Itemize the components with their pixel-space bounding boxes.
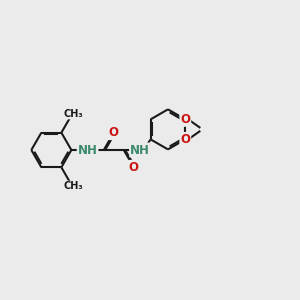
Text: NH: NH [78, 143, 98, 157]
Text: O: O [109, 126, 119, 139]
Text: CH₃: CH₃ [63, 182, 83, 191]
Text: O: O [180, 133, 190, 146]
Text: O: O [180, 113, 190, 126]
Text: CH₃: CH₃ [63, 109, 83, 118]
Text: NH: NH [130, 143, 150, 157]
Text: O: O [129, 161, 139, 174]
